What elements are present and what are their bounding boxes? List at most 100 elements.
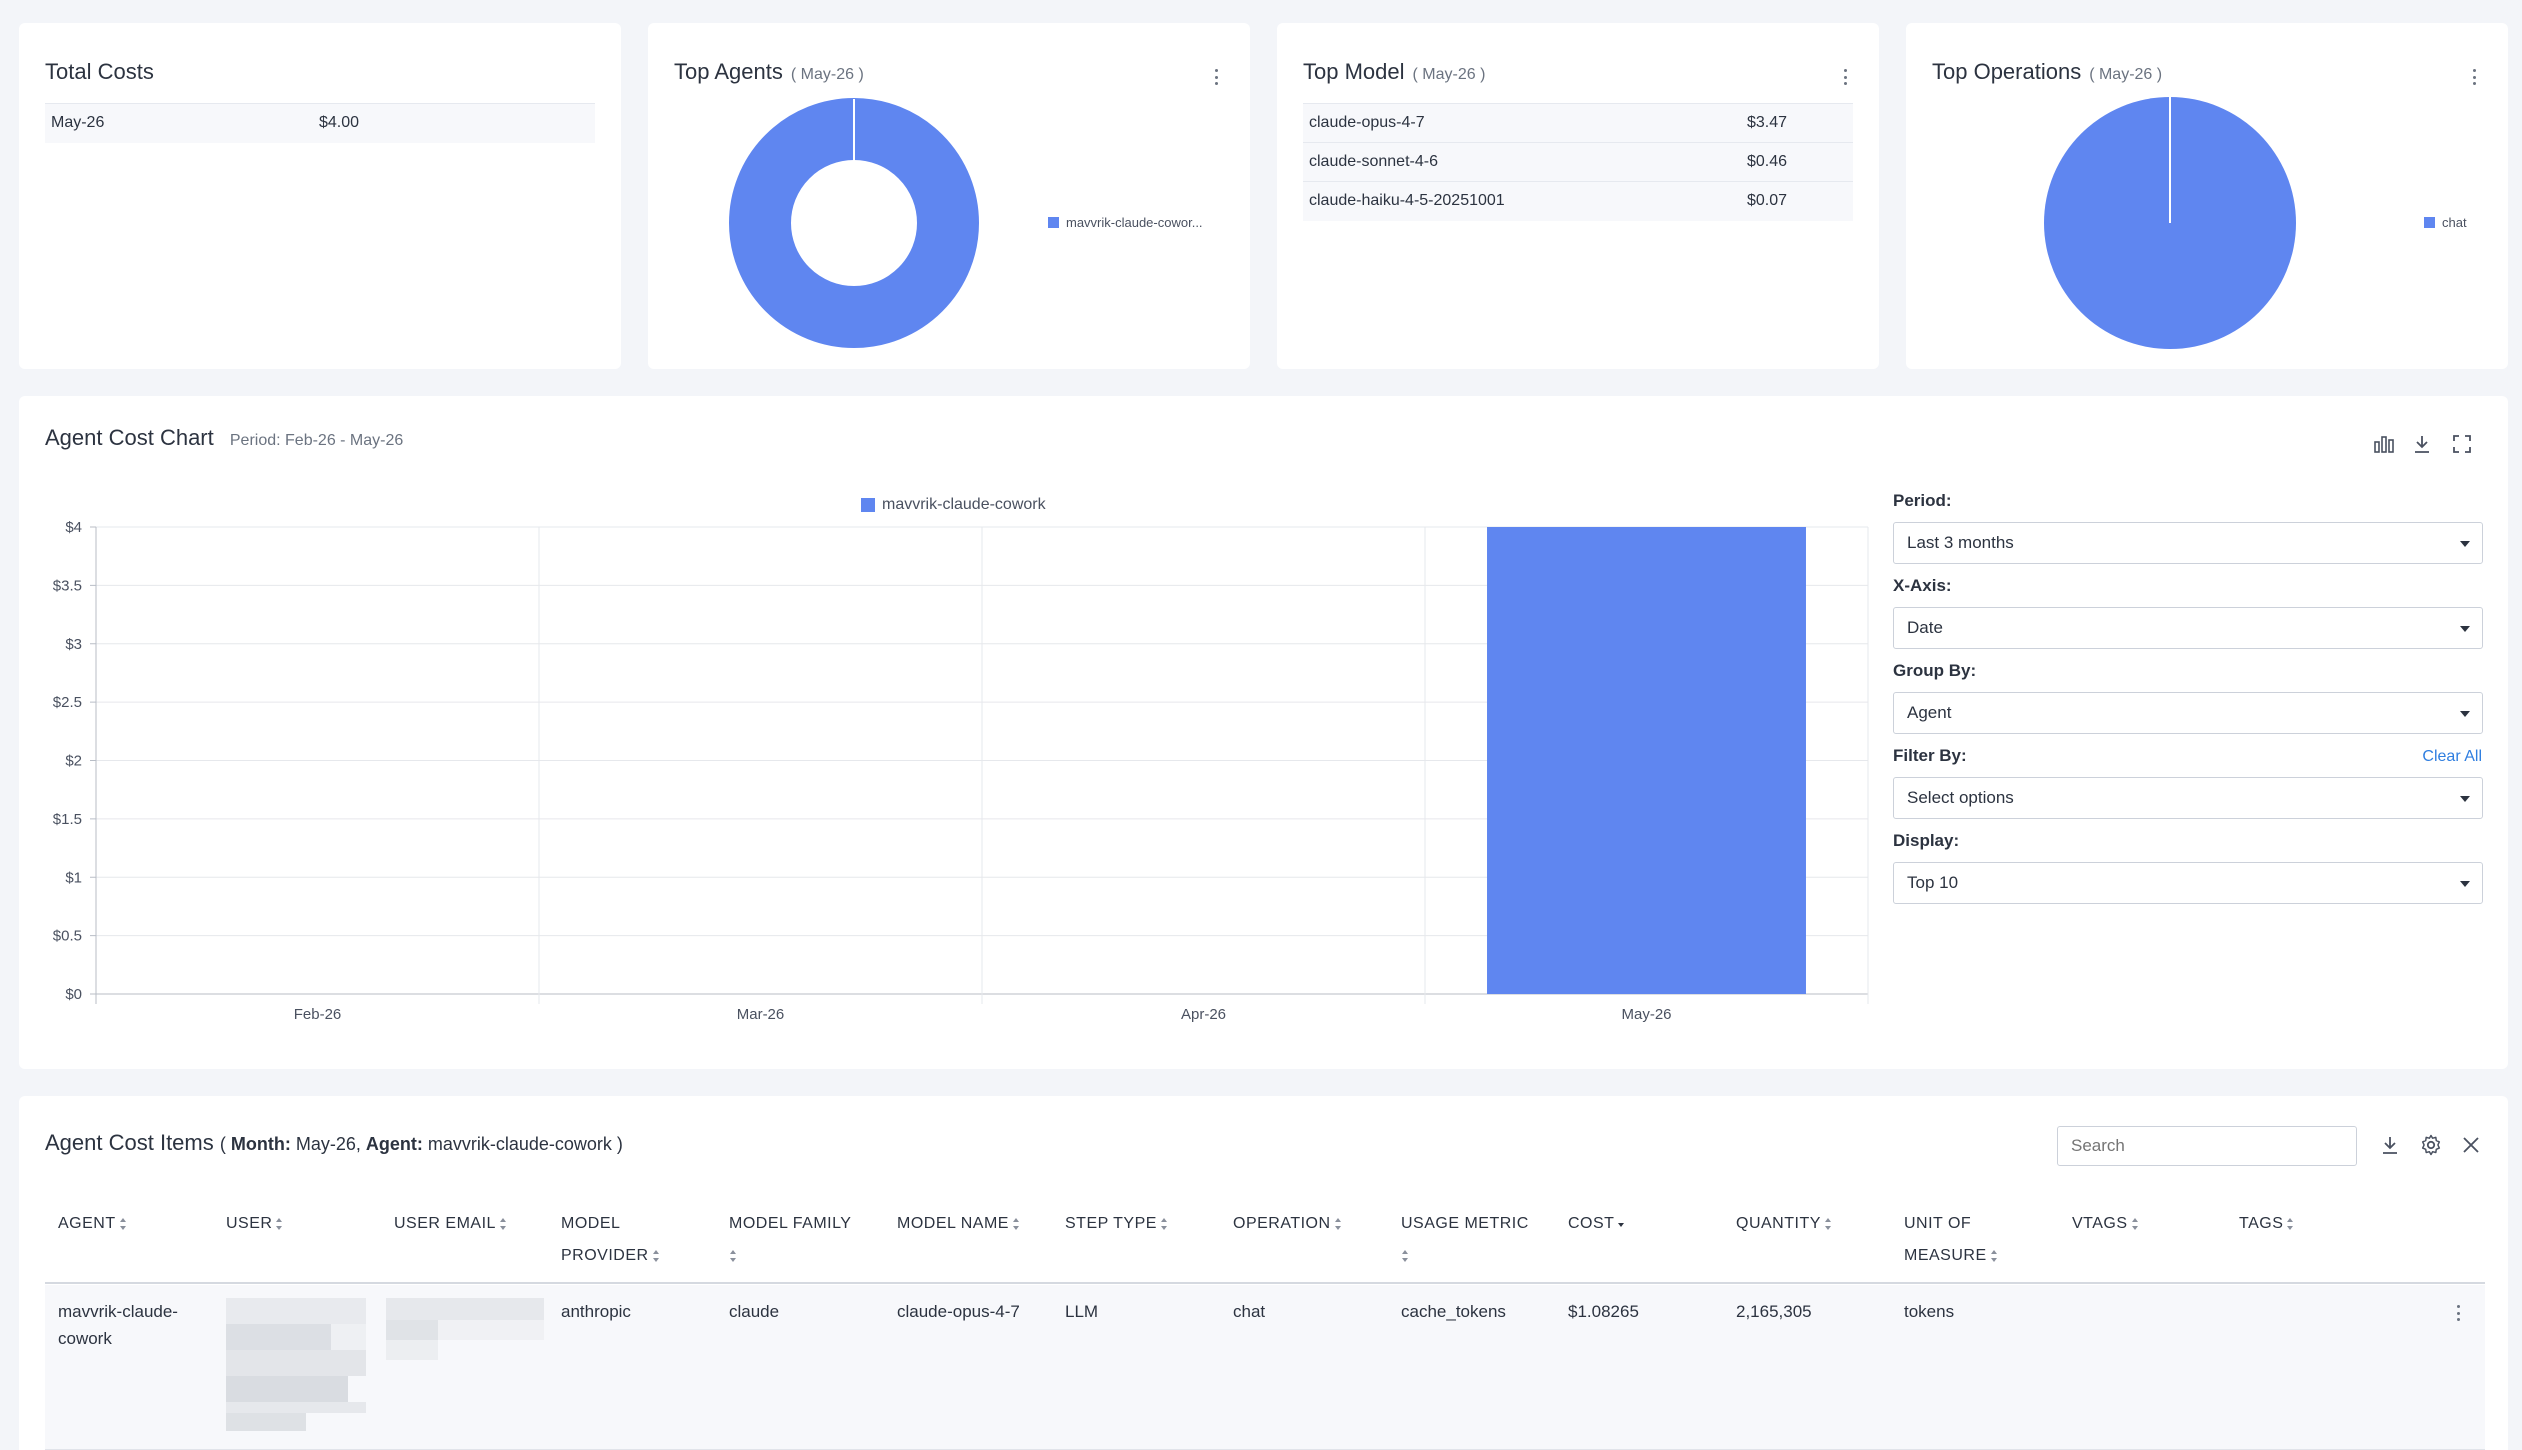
column-header-model-provider[interactable]: MODEL PROVIDER	[561, 1208, 660, 1272]
model-cell: claude-sonnet-4-6	[1303, 142, 1741, 182]
row-more-options-icon[interactable]	[2456, 1305, 2460, 1321]
top-model-title: Top Model ( May-26 )	[1303, 59, 1485, 85]
y-tick-label: $1.5	[53, 811, 82, 828]
operation-cell: chat	[1233, 1302, 1266, 1321]
top-model-table: claude-opus-4-7 $3.47 claude-sonnet-4-6 …	[1303, 103, 1853, 221]
column-header-model-family[interactable]: MODEL FAMILY	[729, 1208, 851, 1272]
column-header-cost[interactable]: COST	[1568, 1208, 1625, 1240]
search-input[interactable]	[2057, 1126, 2357, 1166]
agent-key: Agent:	[365, 1134, 423, 1154]
cost-items-title-text: Agent Cost Items	[45, 1130, 214, 1155]
gear-icon[interactable]	[2419, 1133, 2443, 1157]
x-tick-label: Feb-26	[294, 1006, 342, 1023]
y-tick-label: $4	[65, 519, 82, 536]
y-tick-label: $1	[65, 869, 82, 886]
column-header-unit-of-measure[interactable]: UNIT OF MEASURE	[1904, 1208, 1998, 1272]
y-axis: $0 $0.5 $1 $1.5 $2 $2.5 $3 $3.5 $4	[53, 519, 96, 1003]
chevron-down-icon	[2460, 626, 2470, 632]
column-header-user-email[interactable]: USER EMAIL	[394, 1208, 507, 1240]
legend-label: chat	[2442, 215, 2467, 230]
top-agents-title-text: Top Agents	[674, 59, 783, 84]
period-select[interactable]: Last 3 months	[1893, 522, 2483, 564]
download-icon[interactable]	[2378, 1133, 2402, 1157]
bar-chart-icon[interactable]	[2372, 432, 2396, 456]
cost-cell: $1.08265	[1568, 1302, 1639, 1321]
fullscreen-icon[interactable]	[2450, 432, 2474, 456]
sort-icon	[1160, 1217, 1168, 1230]
close-icon[interactable]	[2459, 1133, 2483, 1157]
top-model-title-text: Top Model	[1303, 59, 1405, 84]
top-operations-legend[interactable]: chat	[2424, 215, 2467, 230]
legend-label: mavvrik-claude-cowor...	[1066, 215, 1203, 230]
xaxis-value: Date	[1907, 618, 1943, 637]
sort-icon	[729, 1249, 737, 1262]
more-options-icon[interactable]	[1843, 69, 1847, 85]
redacted-user	[226, 1298, 366, 1431]
y-tick-label: $3.5	[53, 577, 82, 594]
period-value: Last 3 months	[1907, 533, 2014, 552]
groupby-label: Group By:	[1893, 661, 1977, 680]
filterby-select[interactable]: Select options	[1893, 777, 2483, 819]
sort-icon	[2286, 1217, 2294, 1230]
x-tick-label: Apr-26	[1181, 1006, 1226, 1023]
month-value: May-26,	[290, 1134, 366, 1154]
top-agents-donut-chart	[729, 98, 979, 348]
y-tick-label: $2.5	[53, 694, 82, 711]
total-costs-title: Total Costs	[45, 59, 154, 84]
y-tick-label: $3	[65, 636, 82, 653]
quantity-cell: 2,165,305	[1736, 1302, 1812, 1321]
agent-cost-bar-chart: $0 $0.5 $1 $1.5 $2 $2.5 $3 $3.5 $4 Feb-26 Mar-26 A…	[53, 519, 1869, 1023]
month-key: Month:	[230, 1134, 291, 1154]
sort-icon	[499, 1217, 507, 1230]
display-label: Display:	[1893, 831, 1960, 850]
agent-cell: mavvrik-claude-cowork	[58, 1302, 178, 1348]
display-select[interactable]: Top 10	[1893, 862, 2483, 904]
column-header-step-type[interactable]: STEP TYPE	[1065, 1208, 1168, 1240]
cost-cell: $0.46	[1741, 142, 1853, 182]
top-agents-title: Top Agents ( May-26 )	[674, 59, 864, 85]
column-header-agent[interactable]: AGENT	[58, 1208, 127, 1240]
sort-icon	[1334, 1217, 1342, 1230]
column-header-vtags[interactable]: VTAGS	[2072, 1208, 2139, 1240]
cost-items-title: Agent Cost Items ( Month: May-26, Agent:…	[45, 1130, 623, 1156]
top-operations-title: Top Operations ( May-26 )	[1932, 59, 2162, 85]
column-header-usage-metric[interactable]: USAGE METRIC	[1401, 1208, 1529, 1272]
top-operations-title-text: Top Operations	[1932, 59, 2082, 84]
xaxis-select[interactable]: Date	[1893, 607, 2483, 649]
model-provider-cell: anthropic	[561, 1302, 631, 1321]
period-label: Period:	[1893, 491, 1952, 510]
column-header-model-name[interactable]: MODEL NAME	[897, 1208, 1020, 1240]
table-header	[45, 1198, 2485, 1284]
column-header-user[interactable]: USER	[226, 1208, 283, 1240]
total-costs-table: May-26 $4.00	[45, 103, 595, 143]
sort-icon	[119, 1217, 127, 1230]
bar-series	[1487, 527, 1806, 994]
sort-icon	[1824, 1217, 1832, 1230]
table-row: May-26 $4.00	[45, 103, 595, 143]
top-agents-legend[interactable]: mavvrik-claude-cowor...	[1048, 215, 1203, 230]
more-options-icon[interactable]	[1214, 69, 1218, 85]
clear-all-link[interactable]: Clear All	[2422, 748, 2482, 765]
chevron-down-icon	[2460, 796, 2470, 802]
cost-cell: $0.07	[1741, 181, 1853, 221]
bar-chart-legend[interactable]: mavvrik-claude-cowork	[861, 496, 1046, 514]
column-header-operation[interactable]: OPERATION	[1233, 1208, 1342, 1240]
x-axis: Feb-26 Mar-26 Apr-26 May-26	[294, 1006, 1672, 1023]
top-operations-pie-chart	[2044, 97, 2296, 349]
sort-icon	[275, 1217, 283, 1230]
unit-cell: tokens	[1904, 1302, 1955, 1321]
filterby-placeholder: Select options	[1907, 788, 2014, 807]
column-header-tags[interactable]: TAGS	[2239, 1208, 2294, 1240]
more-options-icon[interactable]	[2472, 69, 2476, 85]
redacted-email	[386, 1298, 544, 1360]
groupby-select[interactable]: Agent	[1893, 692, 2483, 734]
usage-metric-cell: cache_tokens	[1401, 1302, 1506, 1321]
download-icon[interactable]	[2410, 432, 2434, 456]
sort-icon	[1012, 1217, 1020, 1230]
step-type-cell: LLM	[1065, 1302, 1099, 1321]
x-tick-label: May-26	[1621, 1006, 1671, 1023]
period-cell: May-26	[45, 103, 313, 143]
column-header-quantity[interactable]: QUANTITY	[1736, 1208, 1832, 1240]
display-value: Top 10	[1907, 873, 1959, 892]
sort-icon	[1401, 1249, 1409, 1262]
